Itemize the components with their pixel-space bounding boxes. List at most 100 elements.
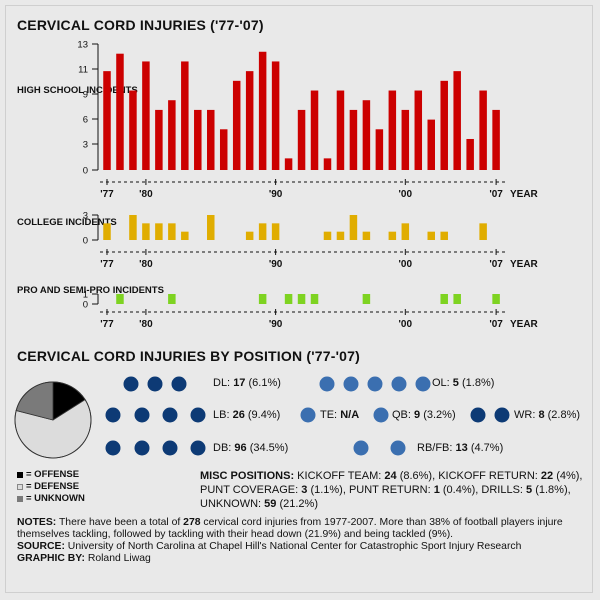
bar-pro-1991 [284, 294, 293, 304]
bar-high_school-1996 [349, 109, 358, 170]
bar-high_school-2000 [401, 109, 410, 170]
pos-ol: OL: 5 (1.8%) [432, 377, 495, 389]
bar-college-1997 [362, 231, 371, 240]
dot-wr [494, 407, 510, 423]
x-unit-label: YEAR [510, 319, 539, 330]
dot-rbfb [353, 440, 369, 456]
dot-lb [190, 407, 206, 423]
bar-high_school-1983 [181, 61, 189, 171]
bar-college-1990 [271, 223, 280, 240]
dot-ol [415, 376, 431, 392]
graphic-frame [5, 5, 593, 593]
bar-pro-1997 [362, 294, 371, 304]
x-tick-label: '07 [489, 319, 503, 330]
bar-college-1999 [388, 231, 397, 240]
y-tick-label: 11 [78, 65, 88, 76]
dot-te [300, 407, 316, 423]
college-label: COLLEGE INCIDENTS [17, 217, 117, 228]
bar-high_school-1998 [375, 129, 384, 170]
dot-db [134, 440, 150, 456]
bar-pro-2003 [440, 294, 448, 304]
bar-pro-2004 [453, 294, 461, 304]
bar-high_school-1993 [310, 90, 319, 170]
y-tick-label: 0 [83, 166, 88, 177]
x-unit-label: YEAR [510, 189, 539, 200]
bar-high_school-1979 [129, 90, 137, 170]
bar-pro-1982 [168, 294, 176, 304]
x-tick-label: '00 [399, 319, 413, 330]
y-tick-label: 0 [83, 236, 88, 247]
notes-block: NOTES: There have been a total of 278 ce… [17, 517, 592, 565]
pie-outline [14, 381, 92, 459]
pos-dl: DL: 17 (6.1%) [213, 377, 281, 389]
bar-high_school-1985 [207, 109, 215, 170]
bar-high_school-1984 [194, 109, 202, 170]
y-tick-label: 1 [83, 290, 88, 301]
pos-qb: QB: 9 (3.2%) [392, 409, 456, 421]
pos-rbfb: RB/FB: 13 (4.7%) [417, 442, 504, 454]
x-tick-label: '90 [269, 259, 283, 270]
bar-high_school-1989 [258, 51, 267, 170]
bar-high_school-2006 [479, 90, 487, 170]
dot-db [105, 440, 121, 456]
pos-wr: WR: 8 (2.8%) [514, 409, 581, 421]
y-tick-label: 0 [83, 300, 88, 311]
notes-text: NOTES: There have been a total of 278 ce… [17, 517, 563, 540]
bar-high_school-2007 [492, 109, 500, 170]
dot-lb [134, 407, 150, 423]
dot-dl [147, 376, 163, 392]
bar-college-1981 [155, 223, 163, 240]
bar-college-1985 [207, 215, 215, 240]
dot-dl [123, 376, 139, 392]
dot-ol [391, 376, 407, 392]
source-text: SOURCE: University of North Carolina at … [17, 541, 522, 552]
bar-high_school-1987 [232, 80, 241, 170]
bar-high_school-1994 [323, 158, 332, 170]
bar-college-1996 [349, 215, 358, 240]
bar-college-1980 [142, 223, 150, 240]
bar-high_school-2005 [466, 138, 474, 170]
y-tick-label: 3 [83, 140, 88, 151]
x-tick-label: '07 [489, 189, 503, 200]
x-tick-label: '07 [489, 259, 503, 270]
bar-high_school-1988 [245, 71, 254, 170]
pos-db: DB: 96 (34.5%) [213, 442, 289, 454]
bar-high_school-2003 [440, 80, 448, 170]
bar-high_school-1997 [362, 100, 371, 170]
legend-defense: = DEFENSE [17, 481, 85, 493]
bar-college-2006 [479, 223, 487, 240]
bar-college-2000 [401, 223, 410, 240]
dot-db [190, 440, 206, 456]
dot-wr [470, 407, 486, 423]
bar-high_school-2004 [453, 71, 461, 170]
y-tick-label: 9 [83, 90, 88, 101]
x-tick-label: '90 [269, 189, 283, 200]
misc-positions: MISC POSITIONS: KICKOFF TEAM: 24 (8.6%),… [200, 470, 583, 510]
bar-high_school-1977 [103, 71, 111, 170]
bar-pro-1978 [116, 294, 124, 304]
dot-db [162, 440, 178, 456]
legend-defense-label: = DEFENSE [26, 481, 80, 492]
legend-offense: = OFFENSE [17, 469, 85, 481]
bar-college-1988 [245, 231, 254, 240]
bar-high_school-1978 [116, 53, 124, 170]
x-tick-label: '77 [100, 319, 114, 330]
dot-ol [343, 376, 359, 392]
bar-college-1983 [181, 231, 189, 240]
defense-swatch [17, 484, 23, 490]
dot-lb [105, 407, 121, 423]
pos-lb: LB: 26 (9.4%) [213, 409, 281, 421]
graphic-credit: GRAPHIC BY: Roland Liwag [17, 553, 151, 564]
bar-pro-1992 [297, 294, 306, 304]
x-unit-label: YEAR [510, 259, 539, 270]
pro-label: PRO AND SEMI-PRO INCIDENTS [17, 285, 164, 296]
bar-high_school-2002 [427, 119, 435, 170]
dot-ol [319, 376, 335, 392]
bar-college-2003 [440, 231, 448, 240]
legend-unknown-label: = UNKNOWN [26, 493, 85, 504]
bar-college-1982 [168, 223, 176, 240]
pos-te: TE: N/A [320, 409, 360, 421]
x-tick-label: '80 [139, 319, 153, 330]
y-tick-label: 13 [77, 40, 88, 51]
pie-legend: = OFFENSE = DEFENSE = UNKNOWN [17, 469, 85, 505]
